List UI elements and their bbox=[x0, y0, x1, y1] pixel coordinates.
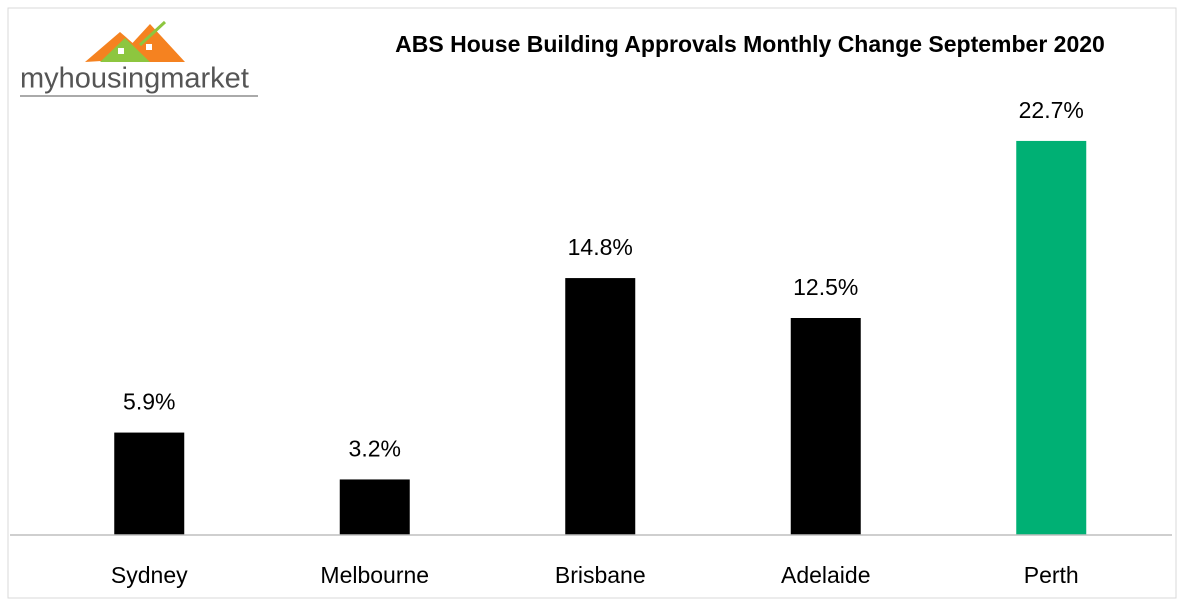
bar bbox=[565, 278, 636, 535]
bar bbox=[1016, 140, 1087, 536]
value-label: 14.8% bbox=[568, 234, 633, 260]
value-label: 22.7% bbox=[1019, 97, 1084, 123]
bar bbox=[114, 432, 185, 535]
value-label: 3.2% bbox=[349, 436, 401, 462]
chart-title: ABS House Building Approvals Monthly Cha… bbox=[395, 31, 1105, 57]
bar bbox=[339, 479, 410, 535]
x-tick-label: Melbourne bbox=[320, 562, 429, 588]
logo-icon bbox=[85, 20, 185, 62]
logo-text: myhousingmarket bbox=[20, 63, 249, 95]
value-label: 5.9% bbox=[123, 389, 175, 415]
x-tick-label: Perth bbox=[1024, 562, 1079, 588]
x-tick-label: Adelaide bbox=[781, 562, 871, 588]
x-tick-label: Sydney bbox=[111, 562, 188, 588]
value-label: 12.5% bbox=[793, 274, 858, 300]
bar bbox=[790, 318, 861, 535]
x-tick-label: Brisbane bbox=[555, 562, 646, 588]
